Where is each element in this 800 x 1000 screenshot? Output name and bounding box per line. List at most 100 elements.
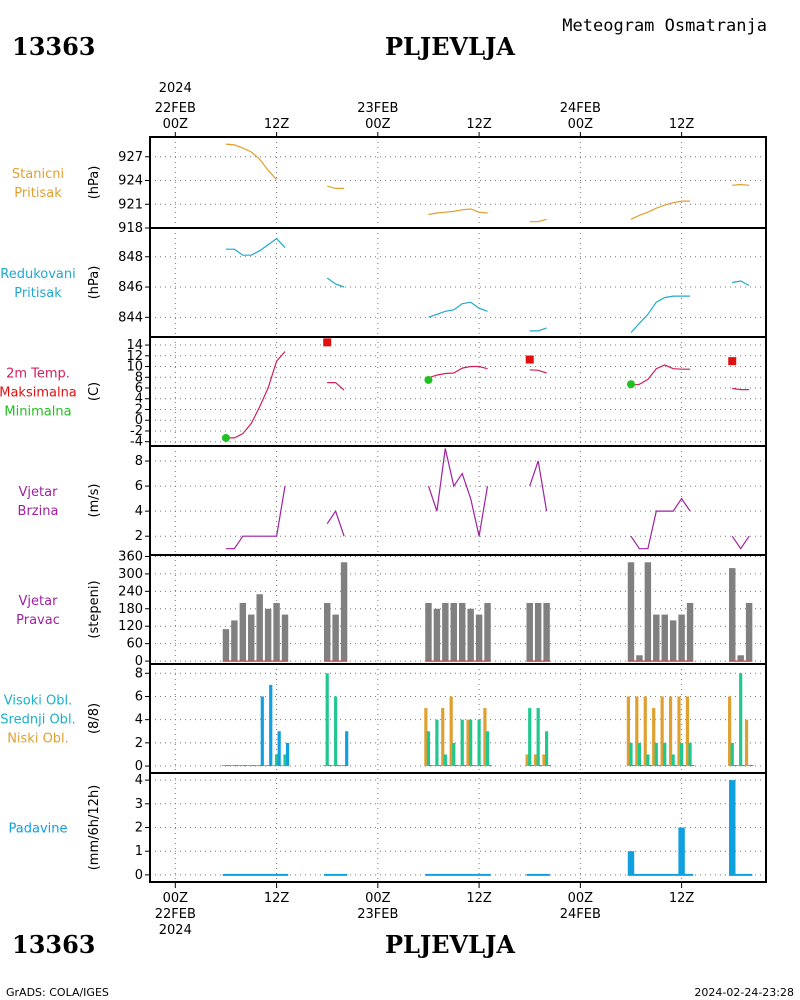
cloud-bar-high [454,765,458,767]
cloud-bar-high [277,731,281,767]
y-tick-label: 4 [135,713,143,728]
bottom-time-label: 00Z [568,891,594,906]
top-time-label: 00Z [163,117,189,132]
unit-label: (stepeni) [87,580,102,638]
cloud-bar-high [674,765,678,767]
wind-direction-bar [433,608,441,662]
wind-direction-bar [669,620,677,662]
wind-direction-bar [526,602,533,662]
panel-label: Vjetar [19,485,59,500]
cloud-bar-mid [545,731,549,767]
y-tick-label: 180 [118,602,143,617]
wind-direction-bar [644,562,652,662]
min-temp-marker [626,380,635,389]
panel-label: 2m Temp. [6,367,70,382]
wind-direction-bar [332,614,339,662]
station-name-bottom: PLJEVLJA [385,930,515,959]
cloud-bar-low [643,696,647,767]
cloud-bar-high [648,765,653,767]
cloud-bar-high [235,765,239,767]
top-time-label: 00Z [365,117,391,132]
top-time-label: 24FEB [560,101,601,116]
y-tick-label: 844 [118,310,143,325]
cloud-bar-low [247,765,251,767]
panel-label: Pravac [16,613,60,628]
wind-direction-bar [475,614,483,662]
cloud-bar-high [243,765,248,767]
cloud-bar-mid [739,673,743,767]
wind-direction-bar [729,568,736,662]
y-tick-label: 0 [135,868,143,883]
y-tick-label: 0 [135,654,143,669]
series-line [225,237,286,256]
cloud-bar-high [640,765,644,767]
cloud-bar-low [533,754,538,767]
wind-direction-bar [661,614,668,662]
panel-precipitation: 0 1 2 3 4 Padavine (mm/6h/12h) [9,772,767,883]
cloud-bar-low [449,696,453,767]
plot-area-clouds [150,664,766,773]
y-tick-label: 0 [135,759,143,774]
cloud-bar-high [691,765,695,767]
cloud-bar-mid [224,765,228,767]
panel-wind_speed: 2 4 6 8 Vjetar Brzina (m/s) [18,445,767,556]
top-time-label: 22FEB [155,101,196,116]
bottom-time-label: 00Z [365,891,391,906]
y-tick-label: 60 [126,637,143,652]
y-tick-label: 8 [135,454,143,469]
unit-label: (mm/6h/12h) [87,785,102,871]
cloud-bar-high [488,765,492,767]
cloud-bar-low [230,765,234,767]
y-tick-label: 10 [126,360,143,375]
y-tick-label: 4 [135,773,143,788]
series-line [327,382,345,391]
cloud-bar-mid [637,742,642,767]
plot-area-precipitation [150,773,766,882]
station-id-top: 13363 [12,32,96,61]
plot-area-wind_direction [150,555,766,664]
unit-label: (m/s) [87,484,102,518]
wind-direction-bar [425,602,432,662]
y-tick-label: 3 [135,797,143,812]
wind-direction-bar [459,602,466,662]
cloud-bar-low [728,696,732,767]
top-time-label: 00Z [568,117,594,132]
cloud-bar-low [331,765,335,767]
panel-frame [149,227,767,338]
wind-direction-bar [467,608,474,662]
series-line [630,295,691,333]
cloud-bar-high [446,765,450,767]
cloud-bar-mid [646,754,650,767]
cloud-bar-mid [241,765,245,767]
wind-direction-bar [543,602,550,662]
series-line [630,364,691,386]
cloud-bar-high [260,696,264,767]
y-tick-label: 921 [118,197,143,212]
panel-label: Pritisak [14,286,62,301]
series-line [428,208,488,216]
y-tick-label: -4 [130,435,143,450]
y-tick-label: 6 [135,381,143,396]
cloud-bar-mid [671,754,675,767]
wind-direction-bar [627,562,635,662]
y-tick-label: 120 [118,619,143,634]
cloud-bar-high [741,765,745,767]
cloud-bar-high [480,765,484,767]
cloud-bar-mid [528,708,532,767]
y-tick-label: 0 [135,413,143,428]
min-temp-marker [221,433,230,442]
cloud-bar-mid [460,719,464,767]
y-tick-label: 918 [118,221,143,236]
precip-bar [678,827,685,875]
series-line [428,365,488,379]
y-tick-label: 924 [118,174,143,189]
chart-subtitle: Meteogram Osmatranja [562,16,767,36]
wind-direction-bar [231,620,238,662]
cloud-bar-low [626,696,630,767]
series-line [630,200,691,220]
series-line [529,327,547,332]
series-line [529,460,548,512]
wind-direction-bar [323,602,331,662]
y-tick-label: 300 [118,567,143,582]
top-time-label: 12Z [669,117,695,132]
